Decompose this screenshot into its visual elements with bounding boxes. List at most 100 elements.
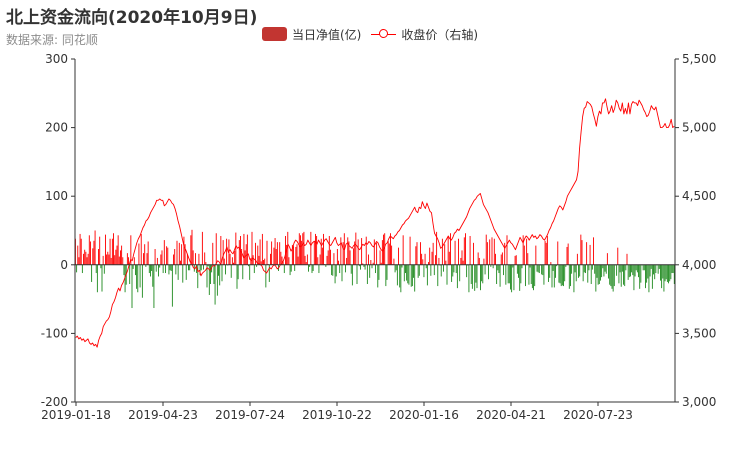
bar-496: [647, 264, 649, 279]
bar-24: [102, 255, 104, 265]
bar-294: [414, 264, 416, 292]
legend-bar-label: 当日净值(亿): [292, 27, 362, 42]
bar-323: [447, 236, 449, 265]
x-tick-label-4: 2020-01-16: [389, 408, 459, 422]
bar-21: [99, 236, 101, 265]
bar-123: [216, 264, 218, 296]
bar-263: [378, 264, 380, 280]
bar-487: [636, 264, 638, 273]
x-tick-label-5: 2020-04-21: [476, 408, 546, 422]
bar-424: [564, 264, 566, 282]
bar-85: [173, 254, 174, 265]
bar-239: [350, 264, 352, 274]
bar-469: [616, 264, 618, 276]
bar-224: [333, 253, 335, 265]
bar-87: [175, 264, 177, 275]
bar-237: [348, 241, 350, 265]
bar-429: [570, 264, 571, 287]
bar-519: [673, 264, 675, 285]
bar-180: [282, 261, 284, 265]
bar-412: [550, 262, 552, 265]
bar-303: [424, 253, 426, 265]
bar-349: [477, 252, 479, 265]
legend: 当日净值(亿) 收盘价（右轴): [262, 26, 488, 42]
bar-350: [478, 257, 480, 265]
bar-39: [120, 250, 121, 265]
bar-289: [408, 264, 410, 285]
bar-106: [197, 264, 199, 289]
bar-365: [496, 264, 498, 285]
bar-399: [535, 245, 537, 265]
bar-252: [365, 236, 367, 265]
bar-503: [655, 264, 657, 274]
bar-243: [355, 232, 357, 265]
bar-14: [91, 264, 93, 282]
bar-450: [594, 264, 596, 274]
bar-139: [235, 232, 237, 265]
bar-101: [191, 229, 193, 265]
bar-481: [630, 264, 631, 277]
bar-488: [638, 264, 639, 278]
bar-286: [405, 264, 406, 274]
bar-146: [243, 233, 245, 265]
bar-473: [620, 264, 622, 287]
bar-339: [466, 264, 468, 278]
bar-480: [628, 264, 630, 278]
bar-13: [90, 241, 91, 265]
chart-subtitle: 数据来源: 同花顺: [6, 33, 98, 47]
bar-423: [563, 264, 564, 287]
bar-115: [207, 264, 209, 267]
bar-484: [633, 264, 635, 291]
bar-20: [98, 249, 99, 265]
bar-206: [312, 264, 314, 271]
bar-375: [507, 264, 509, 284]
bar-428: [568, 264, 570, 289]
bar-497: [648, 264, 650, 293]
bar-402: [538, 264, 540, 274]
bar-242: [354, 241, 356, 265]
bar-102: [192, 250, 194, 265]
bar-30: [109, 238, 111, 265]
bar-385: [519, 264, 521, 291]
bar-28: [107, 251, 109, 265]
bar-68: [153, 264, 155, 309]
bar-352: [481, 264, 483, 282]
bar-173: [274, 238, 276, 265]
bar-359: [489, 239, 491, 265]
bar-395: [530, 264, 532, 285]
bar-379: [512, 264, 514, 268]
bar-479: [627, 264, 629, 280]
bar-373: [505, 264, 507, 285]
bar-451: [595, 264, 597, 292]
bar-213: [320, 238, 322, 265]
bar-446: [589, 244, 591, 265]
price-line: [75, 98, 675, 348]
bar-266: [381, 240, 383, 265]
bar-405: [542, 264, 544, 276]
bar-268: [384, 233, 386, 265]
bar-79: [166, 246, 168, 265]
bar-116: [208, 264, 210, 295]
bar-315: [438, 257, 440, 265]
bar-170: [271, 241, 273, 265]
legend-item-close-price[interactable]: 收盘价（右轴): [371, 26, 478, 43]
bar-203: [309, 264, 311, 267]
bar-427: [567, 243, 569, 265]
bar-75: [161, 250, 163, 265]
bar-313: [436, 231, 438, 265]
bar-345: [473, 242, 474, 265]
bar-172: [273, 247, 275, 265]
bar-449: [593, 237, 594, 265]
bar-151: [249, 264, 251, 280]
bar-335: [461, 250, 463, 265]
bar-215: [323, 233, 324, 265]
bar-346: [474, 264, 476, 291]
bar-166: [266, 240, 268, 265]
x-tick-label-0: 2019-01-18: [41, 408, 111, 422]
legend-item-net-flow[interactable]: 当日净值(亿): [262, 26, 361, 43]
y-right-tick-label-2: 4,000: [682, 258, 716, 272]
bar-290: [409, 236, 411, 265]
bar-308: [430, 264, 432, 276]
bar-394: [529, 264, 531, 268]
bar-3: [78, 257, 80, 265]
